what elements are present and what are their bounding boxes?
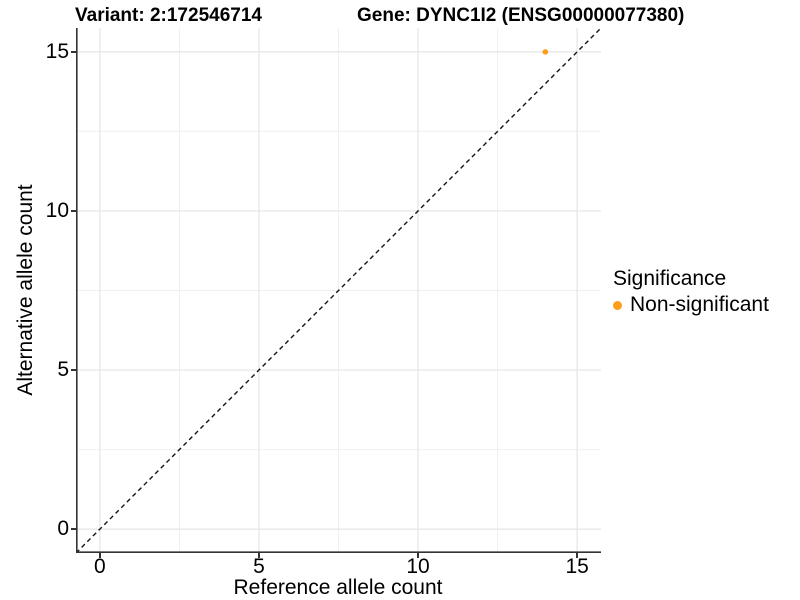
y-axis-tick [71, 51, 76, 53]
x-tick-label: 5 [253, 555, 265, 578]
plot-panel [76, 28, 601, 553]
legend: Significance Non-significant [613, 266, 769, 318]
x-tick-label: 10 [406, 555, 430, 578]
legend-key-dot-icon [613, 300, 622, 310]
x-axis-tick [99, 553, 101, 558]
y-tick-label: 0 [57, 517, 69, 541]
legend-title: Significance [613, 267, 727, 290]
plot-title-gene: Gene: DYNC1I2 (ENSG00000077380) [357, 5, 685, 26]
y-axis-tick [71, 210, 76, 212]
data-point [542, 49, 549, 55]
legend-item-non-significant: Non-significant [613, 292, 769, 318]
y-tick-label: 5 [57, 358, 69, 382]
legend-item-label: Non-significant [630, 293, 769, 316]
y-axis-tick [71, 369, 76, 371]
x-axis-tick [576, 553, 578, 558]
x-axis-tick [258, 553, 260, 558]
x-axis-tick [417, 553, 419, 558]
x-tick-label: 15 [565, 555, 589, 578]
plot-canvas [76, 28, 601, 553]
x-axis-title: Reference allele count [233, 576, 443, 599]
y-tick-label: 10 [45, 198, 69, 222]
identity-line [76, 28, 601, 553]
x-tick-label: 0 [94, 555, 106, 578]
y-axis-tick [71, 528, 76, 530]
plot-title-variant: Variant: 2:172546714 [75, 5, 262, 26]
y-tick-label: 15 [45, 39, 69, 63]
